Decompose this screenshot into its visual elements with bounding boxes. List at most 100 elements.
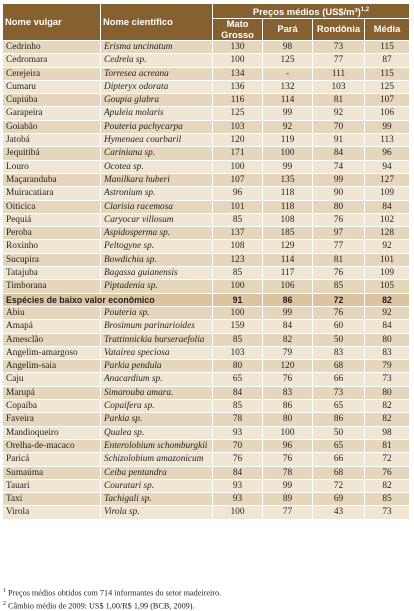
header-price-group-label: Preços médios (US$/m³) (252, 5, 361, 17)
price-para-cell: 80 (262, 412, 313, 427)
header-price-group-superscript: 1,2 (360, 6, 370, 13)
price-para-cell: 135 (262, 172, 313, 188)
price-mato-grosso-cell: 85 (212, 266, 263, 281)
table-row: Garapeira Apuleia molaris 125 99 92 106 (2, 106, 411, 121)
price-rondonia-cell: 97 (312, 226, 365, 241)
table-row: Copaíba Copaifera sp. 85 86 65 82 (2, 399, 411, 414)
header-scientific-name: Nome científico (100, 3, 213, 41)
price-para-cell: 83 (262, 385, 313, 401)
table-row: Louro Ocotea sp. 100 99 74 94 (2, 159, 411, 174)
price-para-cell: 77 (262, 505, 313, 520)
price-media-cell: 81 (363, 438, 411, 454)
price-media-cell: 127 (363, 172, 411, 188)
price-para-cell: 100 (262, 425, 313, 440)
price-para-cell: 114 (262, 252, 313, 268)
price-media-cell: 73 (363, 505, 411, 520)
scientific-name-cell: Parkia sp. (100, 412, 213, 427)
price-media-cell: 125 (363, 79, 411, 95)
price-mato-grosso-cell: 85 (212, 332, 263, 347)
price-media-cell: 101 (363, 252, 411, 268)
common-name-cell: Orelha-de-macaco (2, 438, 101, 454)
price-media-cell: 80 (363, 332, 411, 347)
price-mato-grosso-cell: 70 (212, 438, 263, 454)
price-rondonia-cell: 68 (312, 465, 365, 480)
header-common-name: Nome vulgar (2, 3, 101, 41)
price-media-cell: 94 (363, 159, 411, 174)
price-mato-grosso-cell: 101 (212, 199, 263, 214)
table-row: Abiu Pouteria sp. 100 99 76 92 (2, 305, 411, 321)
price-rondonia-cell: 68 (312, 359, 365, 374)
price-mato-grosso-cell: 100 (212, 505, 263, 520)
price-mato-grosso-cell: 159 (212, 319, 263, 334)
common-name-cell: Copaíba (2, 399, 101, 414)
timber-price-table: Nome vulgar Nome científico Preços médio… (2, 3, 411, 520)
scientific-name-cell: Bowdichia sp. (100, 252, 213, 268)
common-name-cell: Amesclão (2, 332, 101, 347)
price-para-cell: 78 (262, 465, 313, 480)
price-media-cell: 113 (363, 133, 411, 148)
common-name-cell: Taxi (2, 492, 101, 507)
price-mato-grosso-cell: 65 (212, 372, 263, 387)
price-media-cell: 115 (363, 39, 411, 55)
table-row: Cupiúba Goupia glabra 116 114 81 107 (2, 93, 411, 108)
header-para: Pará (262, 18, 313, 41)
common-name-cell: Cedromara (2, 53, 101, 68)
common-name-cell: Jequitibá (2, 146, 101, 161)
price-rondonia-cell: 76 (312, 305, 365, 321)
table-row: Pequiá Caryocar villosum 85 108 76 102 (2, 212, 411, 228)
table-row: Cerejeira Torresea acreana 134-111 115 (2, 66, 411, 81)
price-rondonia-cell: 69 (312, 492, 365, 507)
price-media-cell: 128 (363, 226, 411, 241)
price-rondonia-cell: 84 (312, 146, 365, 161)
scientific-name-cell: Couratari sp. (100, 478, 213, 494)
price-mato-grosso-cell: 137 (212, 226, 263, 241)
table-row: Sucupira Bowdichia sp. 123 114 81 101 (2, 252, 411, 268)
table-row: Angelim-amargoso Vatairea speciosa 103 79 83… (2, 345, 411, 361)
table-row: Tauari Couratari sp. 93 99 72 82 (2, 478, 411, 494)
table-row: Amesclão Trattinnickia burseraefolia 85 82 5… (2, 332, 411, 347)
common-name-cell: Abiu (2, 305, 101, 321)
price-mato-grosso-cell: 84 (212, 465, 263, 480)
price-rondonia-cell: 50 (312, 332, 365, 347)
common-name-cell: Angelim-saia (2, 359, 101, 374)
price-media-cell: 106 (363, 106, 411, 121)
price-mato-grosso-cell: 125 (212, 106, 263, 121)
scientific-name-cell: Pouteria pachycarpa (100, 119, 213, 135)
scientific-name-cell: Cariniana sp. (100, 146, 213, 161)
price-mato-grosso-cell: 85 (212, 212, 263, 228)
price-rondonia-cell: 77 (312, 239, 365, 254)
scientific-name-cell: Clarisia racemosa (100, 199, 213, 214)
price-mato-grosso-cell: 123 (212, 252, 263, 268)
low-value-group-para: 86 (262, 292, 313, 307)
common-name-cell: Paricá (2, 452, 101, 467)
price-mato-grosso-cell: 103 (212, 119, 263, 135)
scientific-name-cell: Manilkara huberi (100, 172, 213, 188)
price-rondonia-cell: 73 (312, 385, 365, 401)
price-mato-grosso-cell: 136 (212, 79, 263, 95)
price-media-cell: 82 (363, 478, 411, 494)
price-para-cell: 119 (262, 133, 313, 148)
common-name-cell: Marupá (2, 385, 101, 401)
common-name-cell: Cedrinho (2, 39, 101, 55)
scientific-name-cell: Caryocar villosum (100, 212, 213, 228)
scientific-name-cell: Qualea sp. (100, 425, 213, 440)
scientific-name-cell: Virola sp. (100, 505, 213, 520)
price-rondonia-cell: 72 (312, 478, 365, 494)
price-media-cell: 85 (363, 492, 411, 507)
scientific-name-cell: Goupia glabra (100, 93, 213, 108)
price-mato-grosso-cell: 93 (212, 492, 263, 507)
price-media-cell: 76 (363, 465, 411, 480)
price-mato-grosso-cell: 130 (212, 39, 263, 55)
price-media-cell: 73 (363, 372, 411, 387)
footnote-2: 2 Câmbio médio de 2009: US$ 1,00/R$ 1,99… (3, 599, 221, 611)
price-mato-grosso-cell: 80 (212, 359, 263, 374)
price-para-cell: 100 (262, 146, 313, 161)
scientific-name-cell: Apuleia molaris (100, 106, 213, 121)
table-row: Oiticica Clarisia racemosa 101 118 80 84 (2, 199, 411, 214)
price-para-cell: 82 (262, 332, 313, 347)
table-row: Muiracatiara Astronium sp. 96 118 90 109 (2, 186, 411, 201)
common-name-cell: Tatajuba (2, 266, 101, 281)
price-rondonia-cell: 50 (312, 425, 365, 440)
price-mato-grosso-cell: 120 (212, 133, 263, 148)
